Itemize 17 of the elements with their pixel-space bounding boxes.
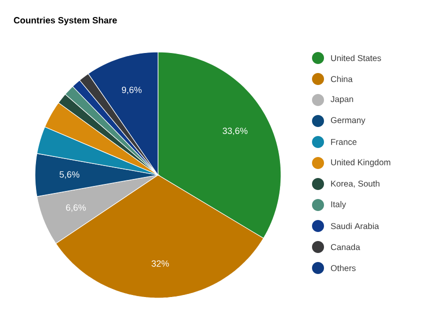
legend-label: Germany — [330, 117, 366, 125]
legend-label: Saudi Arabia — [330, 222, 379, 230]
legend-label: China — [330, 76, 353, 82]
data-label: 9,6% — [122, 86, 142, 94]
legend-label: Japan — [330, 96, 354, 104]
legend-label: Canada — [330, 244, 360, 250]
data-label: 33,6% — [222, 128, 248, 136]
legend-label: United Kingdom — [331, 159, 390, 167]
data-label: 32% — [152, 260, 169, 267]
legend-label: United States — [331, 54, 382, 62]
data-label: 6,6% — [66, 204, 86, 212]
legend-label: Others — [330, 264, 356, 272]
chart-title: Countries System Share — [14, 16, 117, 26]
legend-label: Italy — [331, 201, 346, 209]
data-label: 5,6% — [60, 171, 80, 179]
legend-label: Korea, South — [331, 180, 380, 188]
legend-label: France — [331, 139, 356, 145]
